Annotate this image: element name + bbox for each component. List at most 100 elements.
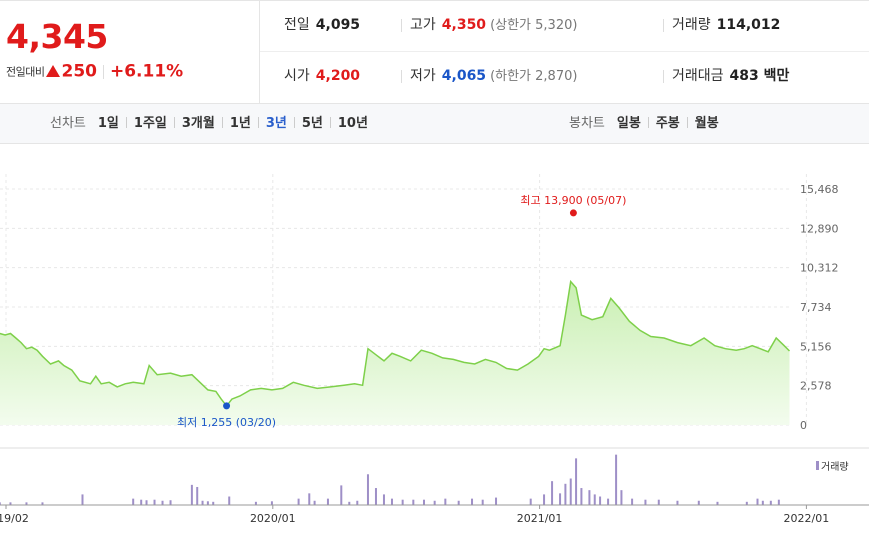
- volume-bar: [161, 500, 164, 505]
- stat-value: 4,200: [315, 68, 361, 84]
- stat-label: 시가: [284, 68, 310, 84]
- volume-bar: [769, 500, 772, 505]
- tab-3m[interactable]: 3개월: [181, 116, 215, 131]
- volume-bar: [41, 502, 44, 505]
- stat-prev: 전일 4,095: [284, 1, 360, 52]
- volume-bar: [433, 500, 436, 505]
- up-triangle-icon: [46, 64, 61, 77]
- volume-bar: [190, 484, 193, 505]
- low-point-marker: [223, 402, 231, 410]
- change-percent: +6.11%: [109, 61, 184, 82]
- volume-bar: [777, 499, 780, 505]
- tab-monthly[interactable]: 월봉: [694, 116, 719, 131]
- volume-bar: [201, 500, 204, 505]
- high-point-label: 최고 13,900 (05/07): [520, 194, 626, 207]
- stat-value: 4,350: [441, 17, 487, 33]
- tab-daily[interactable]: 일봉: [616, 116, 641, 131]
- stat-label: 거래량: [672, 17, 711, 33]
- volume-bar: [615, 454, 618, 505]
- volume-bar: [543, 494, 546, 505]
- volume-bar: [457, 500, 460, 505]
- stat-amount: 거래대금 483 백만: [662, 52, 789, 103]
- y-tick-label: 12,890: [800, 222, 839, 235]
- stat-high: 고가 4,350 (상한가 5,320): [400, 1, 578, 52]
- stat-value: 114,012: [716, 17, 781, 33]
- stats-panel: 전일 4,095 고가 4,350 (상한가 5,320) 거래량 114,012 시가…: [260, 1, 869, 104]
- volume-bar: [401, 499, 404, 505]
- period-tabbar: 선차트 1일 1주일 3개월 1년 3년 5년 10년 봉차트 일봉 주봉 월봉: [0, 104, 869, 144]
- divider: [329, 117, 331, 128]
- volume-bar: [422, 499, 425, 505]
- tab-3y[interactable]: 3년: [265, 116, 287, 131]
- x-tick-label: 2021/01: [517, 512, 563, 525]
- divider: [293, 117, 295, 128]
- upper-limit: (상한가 5,320): [490, 18, 578, 33]
- volume-bar: [382, 494, 385, 505]
- candle-chart-tabs: 봉차트 일봉 주봉 월봉: [569, 104, 719, 144]
- volume-bar: [599, 496, 602, 505]
- volume-bar: [212, 501, 215, 505]
- volume-bar: [575, 458, 578, 505]
- volume-bar: [132, 498, 135, 505]
- volume-bar: [657, 499, 660, 505]
- volume-bar: [297, 498, 300, 505]
- volume-bar: [559, 493, 562, 505]
- volume-legend-label: 거래량: [821, 461, 849, 473]
- price-area: [0, 281, 790, 425]
- volume-bar: [254, 501, 257, 505]
- tab-1d[interactable]: 1일: [97, 116, 119, 131]
- stat-label: 고가: [410, 17, 436, 33]
- volume-bar: [620, 490, 623, 505]
- tab-10y[interactable]: 10년: [337, 116, 368, 131]
- volume-bar: [390, 498, 393, 505]
- tab-5y[interactable]: 5년: [301, 116, 323, 131]
- stat-volume: 거래량 114,012: [662, 1, 781, 52]
- volume-bar: [356, 500, 359, 505]
- change-line: 전일대비 250 +6.11%: [6, 61, 183, 82]
- volume-bar: [716, 501, 719, 505]
- stat-value: 4,065: [441, 68, 487, 84]
- volume-bar: [153, 499, 156, 505]
- volume-bar: [529, 498, 532, 505]
- volume-bar: [196, 486, 199, 505]
- volume-bar: [564, 483, 567, 505]
- stats-row-1: 전일 4,095 고가 4,350 (상한가 5,320) 거래량 114,012: [260, 1, 869, 52]
- divider: [102, 64, 104, 79]
- volume-bar: [313, 500, 316, 505]
- stat-open: 시가 4,200: [284, 52, 360, 103]
- divider: [125, 117, 127, 128]
- line-chart-label: 선차트: [50, 116, 86, 131]
- tab-1w[interactable]: 1주일: [133, 116, 167, 131]
- volume-bar: [551, 481, 554, 505]
- volume-bar: [745, 501, 748, 505]
- y-tick-label: 7,734: [800, 301, 832, 314]
- volume-bar: [444, 498, 447, 505]
- lower-limit: (하한가 2,870): [490, 69, 578, 84]
- volume-bar: [756, 498, 759, 505]
- change-value: 250: [61, 61, 97, 82]
- volume-bar: [697, 500, 700, 505]
- volume-bar: [228, 496, 231, 505]
- change-label: 전일대비: [6, 65, 45, 79]
- volume-bar: [169, 500, 172, 505]
- line-chart-tabs: 선차트 1일 1주일 3개월 1년 3년 5년 10년: [50, 104, 368, 144]
- y-tick-label: 2,578: [800, 380, 832, 393]
- divider: [173, 117, 175, 128]
- stat-label: 저가: [410, 68, 436, 84]
- volume-bar: [9, 502, 12, 505]
- volume-bar: [348, 501, 351, 505]
- high-point-marker: [569, 209, 577, 217]
- volume-bar: [81, 494, 84, 505]
- current-price: 4,345: [6, 17, 108, 56]
- tab-1y[interactable]: 1년: [229, 116, 251, 131]
- tab-weekly[interactable]: 주봉: [655, 116, 680, 131]
- volume-bar: [588, 490, 591, 505]
- volume-bar: [644, 499, 647, 505]
- stat-label: 거래대금: [672, 68, 724, 84]
- divider: [257, 117, 259, 128]
- low-point-label: 최저 1,255 (03/20): [177, 416, 276, 429]
- volume-bar: [374, 488, 377, 505]
- volume-bar: [495, 497, 498, 505]
- volume-legend-swatch: [816, 461, 819, 470]
- volume-bar: [340, 485, 343, 505]
